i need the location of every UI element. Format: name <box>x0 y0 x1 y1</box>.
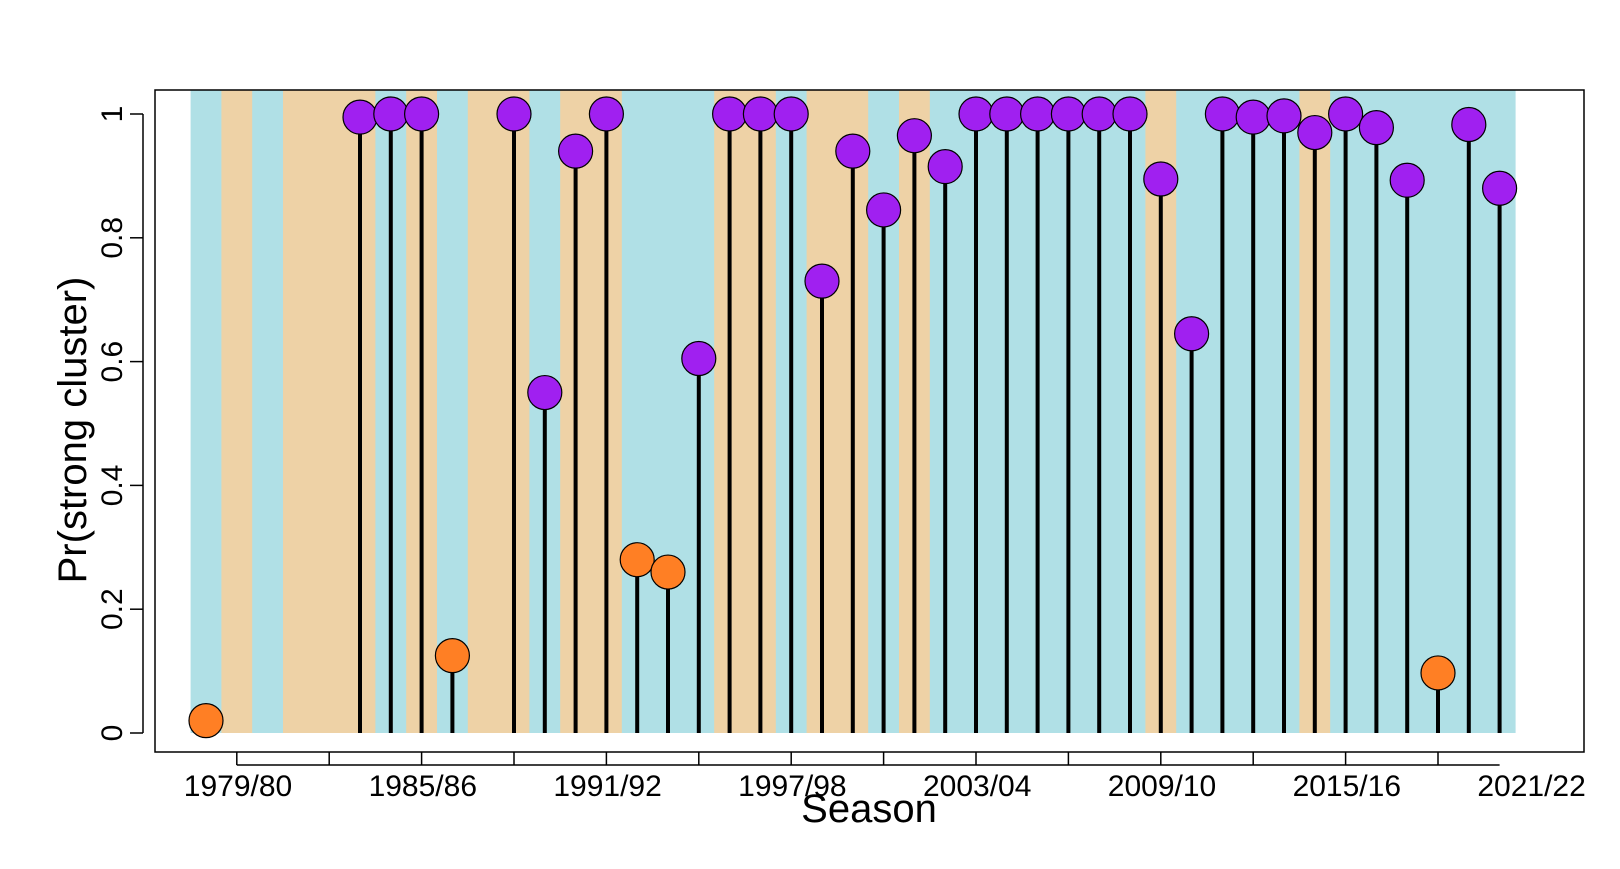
data-point <box>496 96 532 132</box>
y-axis-title: Pr(strong cluster) <box>51 277 95 584</box>
x-axis-title: Season <box>801 787 937 831</box>
data-point <box>958 96 994 132</box>
season-band <box>190 90 222 733</box>
data-point <box>404 96 440 132</box>
plot-frame <box>154 89 1585 753</box>
data-point <box>681 340 717 377</box>
y-tick-label: 0 <box>96 725 129 742</box>
season-band <box>313 90 346 733</box>
data-point <box>527 374 563 411</box>
season-band <box>437 90 469 733</box>
data-point <box>1235 99 1271 135</box>
data-point <box>1297 114 1333 151</box>
data-point <box>1081 96 1117 132</box>
data-point <box>742 96 779 132</box>
data-point <box>1481 170 1518 206</box>
x-tick-label: 1979/80 <box>184 770 292 803</box>
data-point <box>835 133 871 169</box>
x-tick-label: 2015/16 <box>1293 770 1401 803</box>
data-point <box>896 118 933 154</box>
data-point <box>927 149 963 185</box>
lollipop-points <box>188 96 1518 739</box>
y-tick-label: 0.6 <box>96 341 129 383</box>
data-point <box>1143 161 1179 197</box>
lollipop-stems <box>204 114 1502 733</box>
season-band <box>252 90 284 733</box>
data-point <box>588 96 625 132</box>
data-point <box>773 96 809 132</box>
season-band <box>467 90 500 733</box>
data-point <box>1451 106 1487 143</box>
season-band <box>221 90 253 733</box>
data-point <box>342 99 378 135</box>
x-tick-label: 1997/98 <box>738 770 846 803</box>
data-point <box>434 638 470 674</box>
y-tick-label: 0.4 <box>96 465 129 507</box>
x-axis: 1979/80 1985/86 1991/92 1997/98 2003/04 2009/… <box>184 752 1586 803</box>
data-point <box>1420 655 1456 691</box>
data-point <box>1204 96 1241 132</box>
data-point <box>557 133 594 169</box>
x-tick-label: 2009/10 <box>1108 770 1216 803</box>
data-point <box>989 96 1025 132</box>
data-point <box>1358 110 1395 146</box>
x-tick-label: 1991/92 <box>553 770 661 803</box>
data-point <box>711 96 748 132</box>
data-point <box>373 96 409 132</box>
data-point <box>1050 96 1087 132</box>
data-point <box>1173 316 1210 352</box>
x-tick-label: 2021/22 <box>1477 770 1585 803</box>
x-tick-label: 1985/86 <box>369 770 477 803</box>
data-point <box>619 542 655 578</box>
season-band <box>1422 90 1454 733</box>
y-tick-label: 1 <box>96 106 129 123</box>
data-point <box>650 554 686 590</box>
data-point <box>1266 98 1302 134</box>
data-point <box>1112 96 1148 132</box>
data-point <box>188 703 224 739</box>
data-point <box>1327 96 1364 132</box>
data-point <box>1389 162 1425 198</box>
data-point <box>804 263 840 299</box>
y-axis: 0 0.2 0.4 0.6 0.8 1 <box>96 106 144 742</box>
season-band <box>283 90 315 733</box>
data-point <box>1019 96 1056 132</box>
y-tick-label: 0.2 <box>96 588 129 630</box>
y-tick-label: 0.8 <box>96 217 129 259</box>
x-tick-label: 2003/04 <box>923 770 1031 803</box>
data-point <box>865 192 902 228</box>
